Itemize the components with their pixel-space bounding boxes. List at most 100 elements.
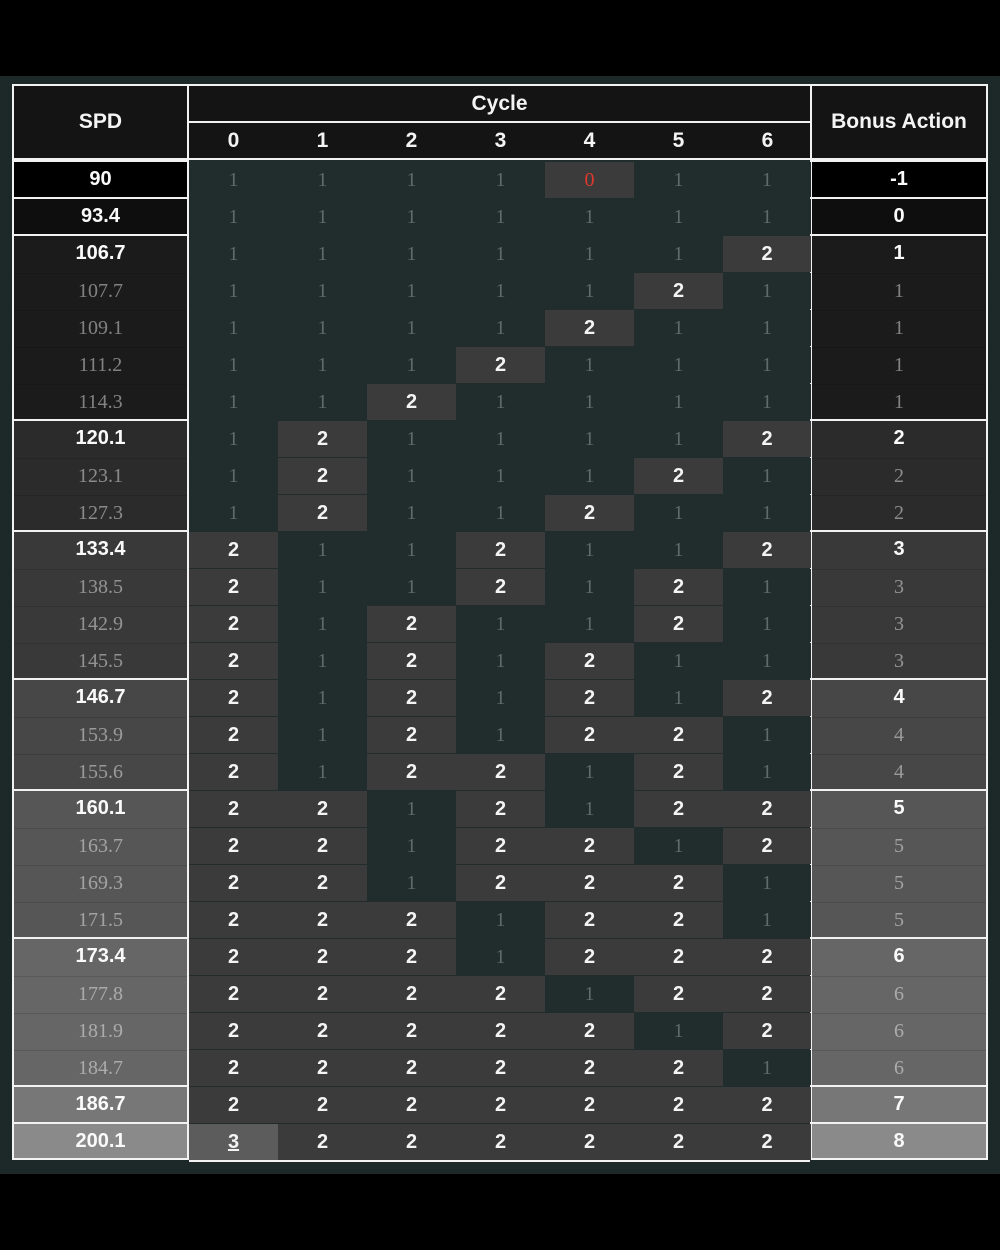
cycle-cell: 1	[278, 680, 367, 716]
cycle-cell: 2	[367, 1124, 456, 1160]
cycle-cell: 1	[545, 458, 634, 494]
cycle-cell: 2	[456, 1050, 545, 1086]
cycle-cell: 2	[278, 828, 367, 864]
cycle-cell: 1	[545, 199, 634, 235]
cycle-cell: 2	[723, 828, 811, 864]
bonus-action-value: 1	[812, 273, 986, 308]
cycle-cell: 1	[723, 273, 811, 309]
cycle-cell: 2	[545, 717, 634, 753]
spd-value: 138.5	[14, 569, 187, 604]
cycle-cell: 1	[456, 717, 545, 753]
cycle-cell: 1	[278, 532, 367, 568]
cycle-cell: 2	[278, 939, 367, 975]
bonus-action-value: 3	[812, 643, 986, 678]
spd-value: 171.5	[14, 902, 187, 937]
cycle-cell: 1	[367, 458, 456, 494]
bonus-header-label: Bonus Action	[831, 110, 967, 133]
cycle-cell: 2	[278, 1124, 367, 1160]
cycle-cell: 1	[367, 532, 456, 568]
cycle-cell: 0	[545, 162, 634, 198]
cycle-cell: 1	[278, 236, 367, 272]
cycle-cell: 1	[723, 569, 811, 605]
spd-group	[12, 419, 189, 532]
bonus-action-value: 4	[812, 754, 986, 789]
spd-value: 133.4	[75, 538, 126, 560]
spd-group	[12, 1122, 189, 1160]
cycle-cell: 2	[634, 865, 723, 901]
cycle-cell: 2	[545, 1050, 634, 1086]
cycle-cell: 1	[189, 162, 278, 198]
cycle-cell: 1	[189, 273, 278, 309]
cycle-cell: 1	[545, 236, 634, 272]
cycle-cell: 1	[634, 310, 723, 346]
cycle-cell: 1	[545, 976, 634, 1012]
cycle-cell: 1	[189, 421, 278, 457]
cycle-cell: 2	[189, 865, 278, 901]
cycle-cell: 1	[189, 347, 278, 383]
bonus-action-value: 5	[812, 828, 986, 863]
spd-group	[12, 1085, 189, 1124]
cycle-cell: 2	[278, 1013, 367, 1049]
cycle-cell: 2	[545, 310, 634, 346]
cycle-cell: 1	[456, 495, 545, 531]
cycle-cell: 1	[278, 606, 367, 642]
cycle-cell: 2	[723, 532, 811, 568]
bonus-action-value: 2	[893, 427, 905, 449]
cycle-cell: 1	[367, 791, 456, 827]
cycle-cell: 2	[634, 458, 723, 494]
cycle-cell: 2	[545, 680, 634, 716]
spd-value: 120.1	[75, 427, 126, 449]
bonus-action-value: 8	[893, 1130, 905, 1152]
cycle-cell: 1	[723, 643, 811, 679]
cycle-cell: 2	[367, 939, 456, 975]
cycle-cell: 2	[189, 643, 278, 679]
spd-value: 107.7	[14, 273, 187, 308]
cycle-cell: 1	[367, 236, 456, 272]
cycle-cell: 1	[723, 606, 811, 642]
bonus-action-value: 4	[812, 717, 986, 752]
cycle-cell: 1	[456, 310, 545, 346]
cycle-cell: 2	[189, 532, 278, 568]
cycle-cell: 1	[723, 347, 811, 383]
cycle-cell: 2	[278, 421, 367, 457]
cycle-header-label: Cycle	[471, 91, 528, 115]
cycle-cell: 2	[278, 1050, 367, 1086]
spd-header-label: SPD	[78, 110, 123, 133]
cycle-cell: 1	[367, 347, 456, 383]
spd-value: 169.3	[14, 865, 187, 900]
cycle-cell: 2	[278, 458, 367, 494]
cycle-cell: 1	[189, 199, 278, 235]
spd-value: 145.5	[14, 643, 187, 678]
cycle-cell: 1	[545, 347, 634, 383]
cycle-cell: 2	[189, 1013, 278, 1049]
cycle-cell: 1	[456, 902, 545, 938]
cycle-cell: 2	[545, 939, 634, 975]
cycle-cell: 1	[545, 791, 634, 827]
spd-value: 177.8	[14, 976, 187, 1011]
bonus-action-value: 7	[893, 1093, 905, 1115]
cycle-cell: 1	[456, 421, 545, 457]
cycle-cell: 2	[189, 1087, 278, 1123]
cycle-cell: 1	[367, 495, 456, 531]
cycle-cell: 2	[545, 643, 634, 679]
cycle-cell: 1	[367, 865, 456, 901]
cycle-cell: 1	[367, 273, 456, 309]
bonus-action-value: 2	[812, 495, 986, 530]
cycle-cell: 2	[278, 495, 367, 531]
cycle-cell: 2	[278, 976, 367, 1012]
bonus-group	[810, 234, 988, 421]
cycle-cell: 2	[189, 754, 278, 790]
cycle-cell: 2	[634, 754, 723, 790]
cycle-cell: 2	[278, 1087, 367, 1123]
spd-value: 186.7	[75, 1093, 126, 1115]
bonus-action-value: 3	[812, 606, 986, 641]
spd-value: 114.3	[14, 384, 187, 419]
cycle-cell: 1	[545, 421, 634, 457]
cycle-cell: 1	[456, 458, 545, 494]
bonus-action-value: -1	[890, 168, 908, 190]
bonus-group	[810, 1122, 988, 1160]
cycle-cell: 1	[278, 347, 367, 383]
bonus-action-value: 2	[812, 458, 986, 493]
cycle-cell: 2	[456, 1124, 545, 1160]
spd-group	[12, 234, 189, 421]
